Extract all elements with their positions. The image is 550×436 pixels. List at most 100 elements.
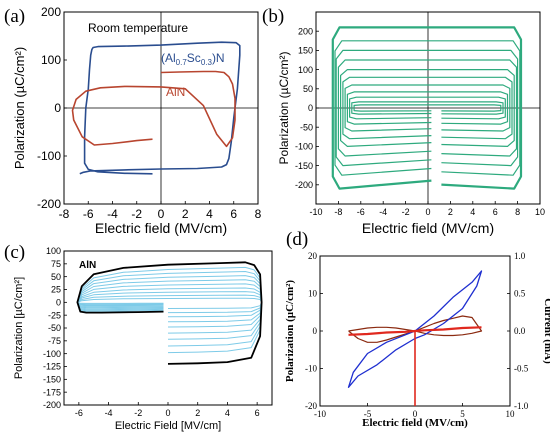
panel-b-ytick-label: 50 <box>303 84 313 94</box>
panel-c-ytick-label: -25 <box>48 310 61 320</box>
panel-a-legend-alsc-p4: )N <box>212 51 225 65</box>
panel-d-label: (d) <box>286 229 308 250</box>
panel-b-xtick-label: 2 <box>448 207 453 217</box>
panel-c-ytick-label: -175 <box>43 387 61 397</box>
panel-c-ytick-label: -125 <box>43 362 61 372</box>
panel-b-xtick-label: -4 <box>379 207 387 217</box>
panel-a-ylabel: Polarization (µC/cm²) <box>12 47 27 169</box>
panel-a-xtick-label: -8 <box>59 207 70 221</box>
panel-c-ytick-label: -75 <box>48 336 61 346</box>
panel-c-loop-line <box>76 297 263 309</box>
panel-c-loop-line <box>76 279 263 334</box>
panel-a-ytick-label: -100 <box>37 149 61 163</box>
panel-c-ytick-label: -150 <box>43 374 61 384</box>
panel-c-loop-line <box>76 261 263 365</box>
panel-b-loop-line <box>337 59 518 157</box>
panel-b-xtick-label: 6 <box>493 207 498 217</box>
panel-b-ytick-label: -150 <box>295 161 313 171</box>
panel-c-xtick-label: -6 <box>75 408 83 418</box>
panel-b-xtick-label: 10 <box>535 207 545 217</box>
panel-b-loop-line <box>353 104 502 112</box>
panel-d-current-line <box>348 315 483 343</box>
panel-a-xtick-label: 2 <box>182 207 189 221</box>
panel-d-xtick-label: 10 <box>506 409 516 419</box>
panel-a-legend-alsc-p0: (Al <box>161 51 176 65</box>
panel-c-loop-line <box>76 266 263 354</box>
panel-a-annotation: Room temperature <box>88 21 188 35</box>
panel-b-xtick-label: 4 <box>470 207 475 217</box>
panel-a-ytick-label: 200 <box>41 5 61 19</box>
panel-d-ytick-label: -10 <box>305 364 317 374</box>
panel-b-ytick-label: 100 <box>298 65 313 75</box>
panel-d-xtick-label: 0 <box>413 409 418 419</box>
panel-a-legend-alsc-p3: 0.3 <box>201 58 213 67</box>
panel-d-y2tick-label: 0.5 <box>514 289 526 299</box>
panel-b-loop-line <box>331 26 523 190</box>
panel-a-xtick-label: 0 <box>158 207 165 221</box>
panel-a-xtick-label: -2 <box>131 207 142 221</box>
panel-c-loop-line <box>76 294 263 314</box>
panel-a-xtick-label: 6 <box>230 207 237 221</box>
panel-d-xtick-label: 5 <box>460 409 465 419</box>
panel-d-y2tick-label: -1.0 <box>514 401 529 411</box>
panel-a-legend-alsc-p2: Sc <box>187 51 201 65</box>
panel-c-title: AlN <box>79 260 96 271</box>
panel-b-loop-line <box>351 101 504 115</box>
panel-c-xlabel: Electric Field [MV/cm] <box>115 420 221 432</box>
panel-b-loop-line <box>334 40 521 176</box>
panel-a-xtick-label: 8 <box>255 207 262 221</box>
panel-c-xtick-label: 0 <box>165 408 170 418</box>
panel-b-ytick-label: 150 <box>298 46 313 56</box>
panel-d-xtick-label: -5 <box>364 409 372 419</box>
panel-c-xtick-label: 4 <box>225 408 230 418</box>
panel-d-y2tick-label: 0.0 <box>514 326 526 336</box>
panel-b-ytick-label: -50 <box>300 122 313 132</box>
panel-b-ylabel: Polarization (µC/cm²) <box>277 52 291 165</box>
panel-b-label: (b) <box>262 6 284 27</box>
panel-a-xtick-label: 4 <box>206 207 213 221</box>
panel-d-ylabel: Polarization (µC/cm²) <box>284 280 296 383</box>
panel-c-ytick-label: 0 <box>56 297 61 307</box>
panel-a-ytick-label: 100 <box>41 53 61 67</box>
panel-a-xtick-label: -6 <box>83 207 94 221</box>
panel-a-xlabel: Electric field (MV/cm) <box>95 220 227 236</box>
panel-a-ytick-label: 0 <box>54 101 61 115</box>
panel-d-ytick-label: 10 <box>308 289 318 299</box>
panel-b-ytick-label: 0 <box>308 103 313 113</box>
panel-b-loop-line <box>335 49 519 167</box>
panel-a-label: (a) <box>4 6 25 27</box>
panel-a-ytick-label: -200 <box>37 197 61 211</box>
panel-b-xtick-label: -8 <box>334 207 342 217</box>
panel-b-loop-line <box>342 76 513 140</box>
panel-b-xtick-label: 8 <box>515 207 520 217</box>
panel-c-loop-line <box>76 275 263 340</box>
panel-d-y2tick-label: 1.0 <box>514 251 526 261</box>
panel-b-xtick-label: 0 <box>425 207 430 217</box>
panel-a-legend-alsc: (Al0.7Sc0.3)N <box>161 51 225 67</box>
panel-c-ytick-label: -100 <box>43 349 61 359</box>
panel-c-ylabel: Polarization [µC/cm²] <box>13 277 25 379</box>
panel-c-xtick-label: 6 <box>255 408 260 418</box>
panel-c-loop-line <box>76 287 263 323</box>
panel-c-ytick-label: 75 <box>51 259 61 269</box>
panel-c-loop-line <box>76 291 263 318</box>
panel-a-series-alsc-line <box>79 41 241 175</box>
panel-d-y2tick-label: -0.5 <box>514 364 529 374</box>
panel-d-ytick-label: 0 <box>313 326 318 336</box>
panel-c-ytick-label: 25 <box>51 285 61 295</box>
panel-c-ytick-label: -50 <box>48 323 61 333</box>
panel-c-loop-line <box>76 283 263 328</box>
panel-b-ytick-label: -100 <box>295 142 313 152</box>
panel-b-xlabel: Electric field (MV/cm) <box>362 220 494 236</box>
panel-d-ytick-label: -20 <box>305 401 317 411</box>
panel-c-xtick-label: 2 <box>195 408 200 418</box>
panel-c-ytick-label: 100 <box>46 246 61 256</box>
panel-d-xtick-label: -10 <box>314 409 326 419</box>
panel-b-ytick-label: 200 <box>298 26 313 36</box>
panel-c-label: (c) <box>4 242 25 263</box>
panel-c-ytick-label: 50 <box>51 272 61 282</box>
panel-b-loop-line <box>349 96 506 120</box>
panel-b-loop-line <box>346 91 509 125</box>
panel-b-ytick-label: -200 <box>295 180 313 190</box>
